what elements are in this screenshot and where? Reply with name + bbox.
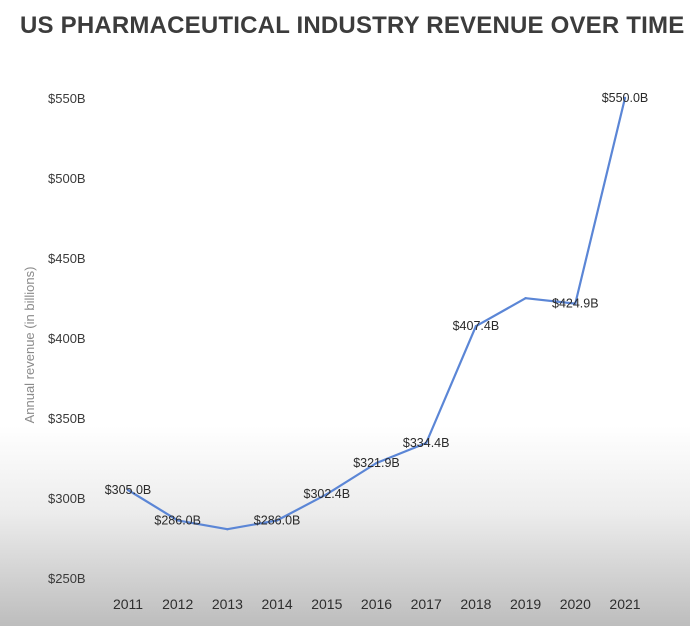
y-tick-label: $450B [48,251,86,266]
y-tick-label: $500B [48,171,86,186]
data-label: $321.9B [353,456,400,470]
x-tick-label: 2014 [262,596,293,612]
data-point [375,461,378,465]
x-tick-label: 2020 [560,596,591,612]
x-tick-label: 2013 [212,596,243,612]
x-tick-label: 2017 [411,596,442,612]
data-point [226,528,229,531]
data-label: $334.4B [403,436,450,450]
y-tick-label: $550B [48,91,86,106]
data-point [474,324,478,328]
data-point [574,302,577,305]
series-group [126,96,627,531]
y-tick-label: $350B [48,411,86,426]
data-label: $407.4B [453,319,500,333]
data-point [524,296,527,300]
data-point [425,441,428,445]
x-axis: 2011 2012 2013 2014 2015 2016 2017 2018 2019 2020… [113,596,641,612]
x-tick-label: 2019 [510,596,541,612]
y-tick-label: $250B [48,571,86,586]
data-point [325,492,328,496]
data-labels: $305.0B$286.0B $286.0B$302.4B$321.9B$334.… [105,91,649,527]
y-axis: $550B $500B $450B $400B $350B $300B $250B [48,91,86,586]
y-tick-label: $400B [48,331,86,346]
data-label: $424.9B [552,297,599,311]
x-tick-label: 2012 [162,596,193,612]
data-label: $305.0B [105,483,152,497]
y-tick-label: $300B [48,491,86,506]
data-point [126,488,130,492]
x-tick-label: 2018 [460,596,491,612]
chart-title: US PHARMACEUTICAL INDUSTRY REVENUE OVER … [20,12,685,39]
x-tick-label: 2021 [609,596,640,612]
data-label: $302.4B [304,487,351,501]
data-label: $286.0B [154,513,201,527]
data-point [176,519,179,522]
x-tick-label: 2015 [311,596,342,612]
y-axis-title: Annual revenue (in billions) [22,267,37,424]
x-tick-label: 2011 [113,596,143,612]
data-label: $286.0B [254,513,301,527]
data-point [275,519,279,522]
x-tick-label: 2016 [361,596,392,612]
data-point [623,96,627,100]
data-label: $550.0B [602,91,649,105]
